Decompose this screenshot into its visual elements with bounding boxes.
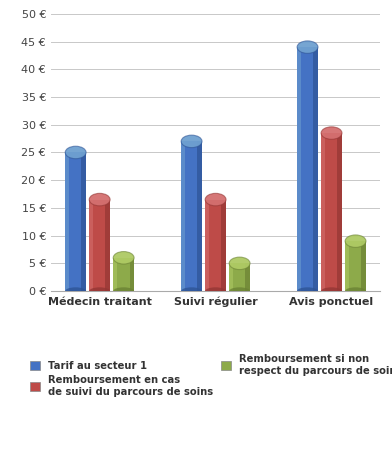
- Ellipse shape: [65, 146, 86, 159]
- Bar: [321, 133, 342, 291]
- Ellipse shape: [205, 193, 226, 206]
- Legend: Tarif au secteur 1, Remboursement en cas
de suivi du parcours de soins, Rembours: Tarif au secteur 1, Remboursement en cas…: [30, 354, 392, 397]
- Ellipse shape: [229, 287, 250, 295]
- Ellipse shape: [181, 287, 202, 295]
- Bar: [229, 263, 233, 291]
- Bar: [297, 47, 318, 291]
- Bar: [361, 241, 366, 291]
- Bar: [105, 200, 110, 291]
- Bar: [245, 263, 250, 291]
- Bar: [229, 263, 250, 291]
- Bar: [338, 133, 342, 291]
- Ellipse shape: [297, 41, 318, 54]
- Bar: [198, 141, 202, 291]
- Ellipse shape: [345, 287, 366, 295]
- Bar: [321, 133, 325, 291]
- Bar: [345, 241, 366, 291]
- Ellipse shape: [205, 287, 226, 295]
- Bar: [205, 200, 226, 291]
- Bar: [82, 152, 86, 291]
- Ellipse shape: [321, 127, 342, 140]
- Bar: [89, 200, 93, 291]
- Bar: [345, 241, 349, 291]
- Ellipse shape: [297, 287, 318, 295]
- Ellipse shape: [89, 193, 110, 206]
- Ellipse shape: [345, 235, 366, 248]
- Bar: [129, 258, 134, 291]
- Bar: [181, 141, 202, 291]
- Bar: [113, 258, 117, 291]
- Bar: [181, 141, 185, 291]
- Ellipse shape: [113, 287, 134, 295]
- Ellipse shape: [181, 135, 202, 148]
- Ellipse shape: [113, 251, 134, 264]
- Bar: [65, 152, 69, 291]
- Bar: [313, 47, 318, 291]
- Ellipse shape: [321, 287, 342, 295]
- Bar: [205, 200, 209, 291]
- Bar: [89, 200, 110, 291]
- Bar: [113, 258, 134, 291]
- Ellipse shape: [89, 287, 110, 295]
- Ellipse shape: [65, 287, 86, 295]
- Bar: [221, 200, 226, 291]
- Bar: [297, 47, 301, 291]
- Bar: [65, 152, 86, 291]
- Ellipse shape: [229, 257, 250, 270]
